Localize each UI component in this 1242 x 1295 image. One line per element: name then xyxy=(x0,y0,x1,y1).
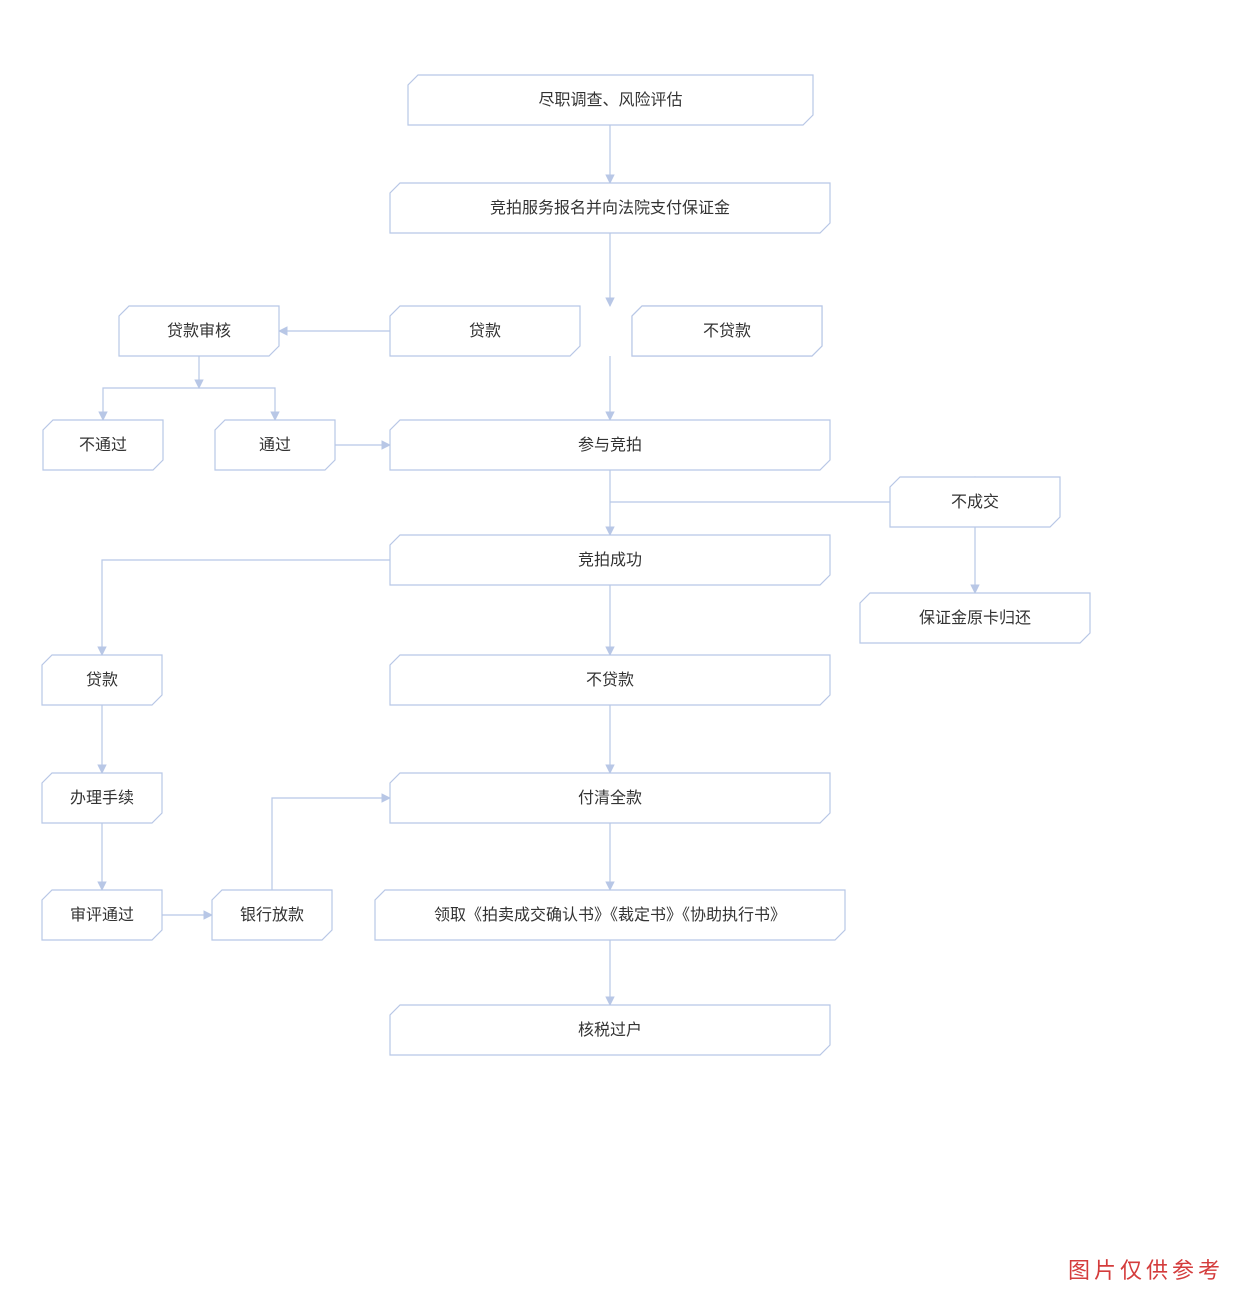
node-label: 领取《拍卖成交确认书》《裁定书》《协助执行书》 xyxy=(434,906,786,924)
node-n10: 保证金原卡归还 xyxy=(860,593,1090,643)
node-label: 贷款审核 xyxy=(167,322,231,340)
node-n3b: 不贷款 xyxy=(632,306,822,356)
node-n5: 不通过 xyxy=(43,420,163,470)
node-label: 不贷款 xyxy=(586,671,634,689)
node-n18: 核税过户 xyxy=(390,1005,830,1055)
svg-text:不贷款: 不贷款 xyxy=(703,322,751,340)
node-n16: 付清全款 xyxy=(390,773,830,823)
node-n11: 贷款 xyxy=(42,655,162,705)
node-n1: 尽职调查、风险评估 xyxy=(408,75,813,125)
node-n8: 竞拍成功 xyxy=(390,535,830,585)
node-label: 参与竞拍 xyxy=(578,436,642,454)
node-n2: 竞拍服务报名并向法院支付保证金 xyxy=(390,183,830,233)
node-n13: 审评通过 xyxy=(42,890,162,940)
node-n7x: 参与竞拍 xyxy=(390,420,830,470)
node-label: 银行放款 xyxy=(240,906,304,924)
node-label: 贷款 xyxy=(86,671,118,689)
edge xyxy=(102,560,390,655)
node-label: 竞拍成功 xyxy=(578,551,642,569)
node-label: 尽职调查、风险评估 xyxy=(538,91,682,109)
node-label: 通过 xyxy=(259,436,291,454)
node-label: 核税过户 xyxy=(578,1021,642,1039)
flowchart-svg: 尽职调查、风险评估竞拍服务报名并向法院支付保证金不贷款贷款审核不通过通过参与竞拍… xyxy=(0,0,1242,1295)
node-n9: 不成交 xyxy=(890,477,1060,527)
node-label: 保证金原卡归还 xyxy=(919,609,1031,627)
node-n15: 不贷款 xyxy=(390,655,830,705)
node-label: 办理手续 xyxy=(70,789,134,807)
node-n6: 通过 xyxy=(215,420,335,470)
node-label: 竞拍服务报名并向法院支付保证金 xyxy=(490,199,730,217)
node-n12: 办理手续 xyxy=(42,773,162,823)
node-n17: 领取《拍卖成交确认书》《裁定书》《协助执行书》 xyxy=(375,890,845,940)
flowchart-canvas: 尽职调查、风险评估竞拍服务报名并向法院支付保证金不贷款贷款审核不通过通过参与竞拍… xyxy=(0,0,1242,1295)
edge xyxy=(199,388,275,420)
node-label: 不通过 xyxy=(79,436,127,454)
node-n4: 贷款审核 xyxy=(119,306,279,356)
footer-note: 图片仅供参考 xyxy=(1068,1253,1224,1285)
node-label: 审评通过 xyxy=(70,906,134,924)
node-n14: 银行放款 xyxy=(212,890,332,940)
edge xyxy=(272,798,390,890)
edge xyxy=(103,388,199,420)
node-label: 付清全款 xyxy=(578,789,642,807)
svg-text:贷款: 贷款 xyxy=(469,322,501,340)
node-label: 不成交 xyxy=(951,493,999,511)
node-n3: 贷款 xyxy=(390,306,580,356)
